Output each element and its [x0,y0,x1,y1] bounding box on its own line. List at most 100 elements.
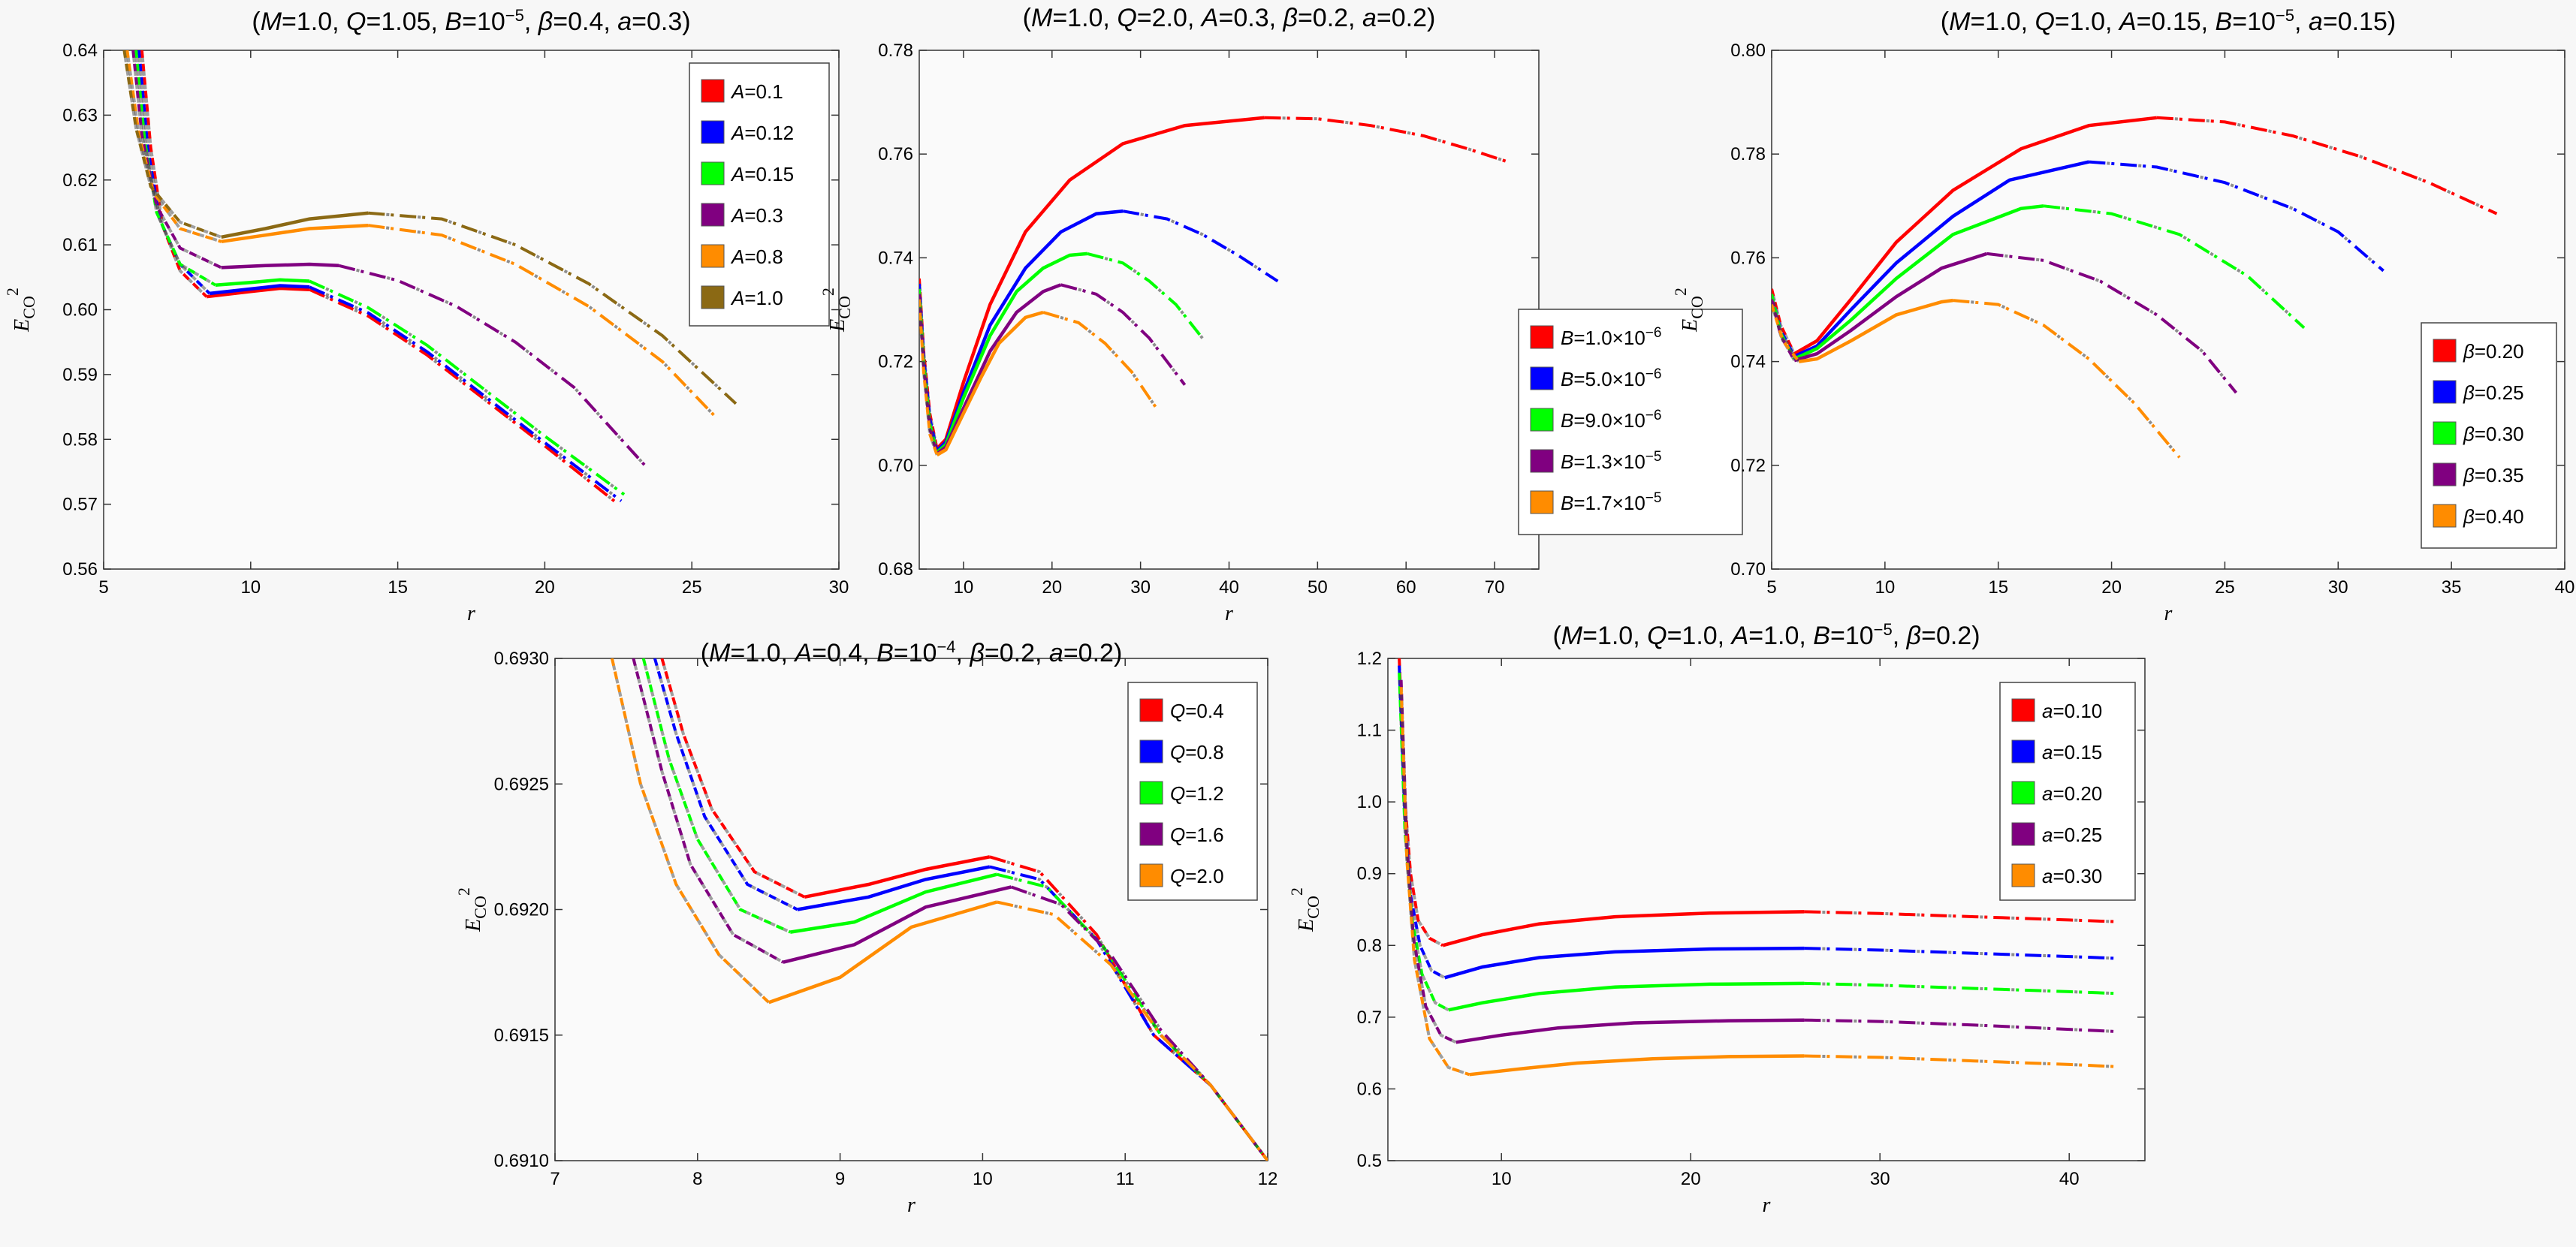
series-line-right-shade [1804,1054,2117,1068]
x-tick-label: 15 [1988,577,2008,598]
x-tick-label: 20 [1042,577,1062,598]
series-line-solid [221,262,339,270]
series-line-right [1804,1018,2117,1033]
series-line-left-shade [131,50,222,270]
series-line-right [1010,885,1268,1161]
legend-label: B=1.0×10−6 [1561,325,1661,350]
legend-label: β=0.25 [2463,381,2524,404]
x-tick-label: 25 [2215,577,2235,598]
legend-swatch [2433,462,2457,486]
legend-label: Q=1.6 [1170,824,1224,846]
y-axis-label: ECO2 [1287,887,1323,932]
x-tick-label: 20 [1681,1169,1701,1189]
y-tick-label: 0.5 [1357,1151,1382,1171]
y-tick-label: 0.74 [878,248,913,268]
x-tick-label: 20 [535,577,555,598]
legend-swatch [701,79,725,103]
series-line-solid [209,284,310,296]
plot-frame [918,50,1540,570]
legend-label: B=5.0×10−6 [1561,366,1661,391]
x-tick-label: 7 [550,1169,560,1189]
y-tick-label: 0.68 [878,559,913,580]
series-line-right [2156,116,2498,215]
series-line-right [368,224,716,418]
legend-label: β=0.30 [2463,423,2524,445]
legend-label: Q=2.0 [1170,865,1224,887]
series-line-solid [206,286,310,299]
series-A-2 [134,50,626,496]
series-line-right [2043,204,2306,330]
series-line-left [653,658,798,911]
legend-swatch [1139,698,1163,722]
legend-swatch [1530,408,1554,432]
chart-title: (M=1.0, Q=1.05, B=10−5, β=0.4, a=0.3) [252,6,690,37]
series-line-left-shade [125,50,222,243]
legend-swatch [701,203,725,227]
legend: a=0.10 a=0.15 a=0.20 a=0.25 a=0.30 [1999,682,2136,901]
legend: B=1.0×10−6 B=5.0×10−6 B=9.0×10−6 B=1.3×10−5… [1518,309,1743,535]
x-tick-label: 40 [2555,577,2575,598]
x-tick-label: 11 [1116,1169,1135,1189]
x-axis-label: r [1225,602,1233,625]
series-line-solid [768,900,998,1005]
series-line-right-shade [1804,981,2117,995]
series-line-solid [1793,204,2044,361]
y-tick-label: 0.76 [878,144,913,164]
y-tick-label: 0.6910 [494,1151,549,1171]
series-line-left-shade [1772,304,1800,363]
series-line-left-shade [660,658,806,899]
series-line-right [1060,283,1187,386]
legend-label: Q=0.8 [1170,741,1224,764]
x-tick-label: 40 [1219,577,1239,598]
x-axis-label: r [2164,602,2173,625]
legend-swatch [2433,421,2457,445]
x-tick-label: 8 [692,1169,702,1189]
series-line-right [1087,252,1204,339]
series-line-solid [1793,116,2158,356]
legend-swatch [2433,380,2457,404]
series-line-left [1772,288,1796,355]
x-axis-label: r [1763,1194,1771,1217]
chart-2: (M=1.0, Q=2.0, A=0.3, β=0.2, a=0.2) 10 20 3… [819,4,1743,625]
x-tick-label: 30 [2328,577,2348,598]
series-line-solid [221,223,369,244]
x-tick-label: 12 [1258,1169,1278,1189]
series-line-solid [1442,910,1805,947]
legend-swatch [1530,325,1554,349]
series-line-right [1264,116,1509,164]
y-tick-label: 0.6920 [494,900,549,920]
chart-1: (M=1.0, Q=1.05, B=10−5, β=0.4, a=0.3) 5 10… [3,6,849,626]
series-line-right [1804,981,2117,995]
series-line-solid [1455,1018,1805,1044]
chart-title: (M=1.0, Q=2.0, A=0.3, β=0.2, a=0.2) [1023,4,1436,32]
x-tick-label: 70 [1485,577,1505,598]
legend-swatch [2011,822,2035,846]
series-line-right [996,900,1268,1161]
series-β-4 [1772,298,2181,459]
series-line-left-shade [632,658,784,964]
y-axis-label: ECO2 [454,887,490,932]
legend-label: a=0.20 [2042,782,2102,805]
series-line-left [1399,687,1470,1077]
legend-label: β=0.20 [2463,340,2524,363]
legend-label: β=0.40 [2463,505,2524,528]
y-axis-label: ECO2 [1671,288,1706,333]
x-axis-label: r [467,602,475,625]
series-line-solid [797,865,991,911]
legend-swatch [2433,504,2457,528]
y-axis-label: ECO2 [3,288,38,333]
series-line-solid [1798,298,1953,363]
y-tick-label: 0.7 [1357,1008,1382,1028]
series-line-solid [804,855,991,899]
legend: Q=0.4 Q=0.8 Q=1.2 Q=1.6 Q=2.0 [1127,682,1258,901]
series-a-4 [1399,687,2117,1077]
series-line-right-shade [1804,947,2117,960]
y-tick-label: 1.2 [1357,649,1382,669]
series-line-right [1986,252,2238,394]
series-line-left [131,50,222,270]
series-line-left [1398,673,1449,1012]
x-tick-label: 9 [835,1169,845,1189]
x-tick-label: 60 [1396,577,1416,598]
series-line-right [338,264,649,470]
legend-label: B=1.3×10−5 [1561,449,1661,474]
